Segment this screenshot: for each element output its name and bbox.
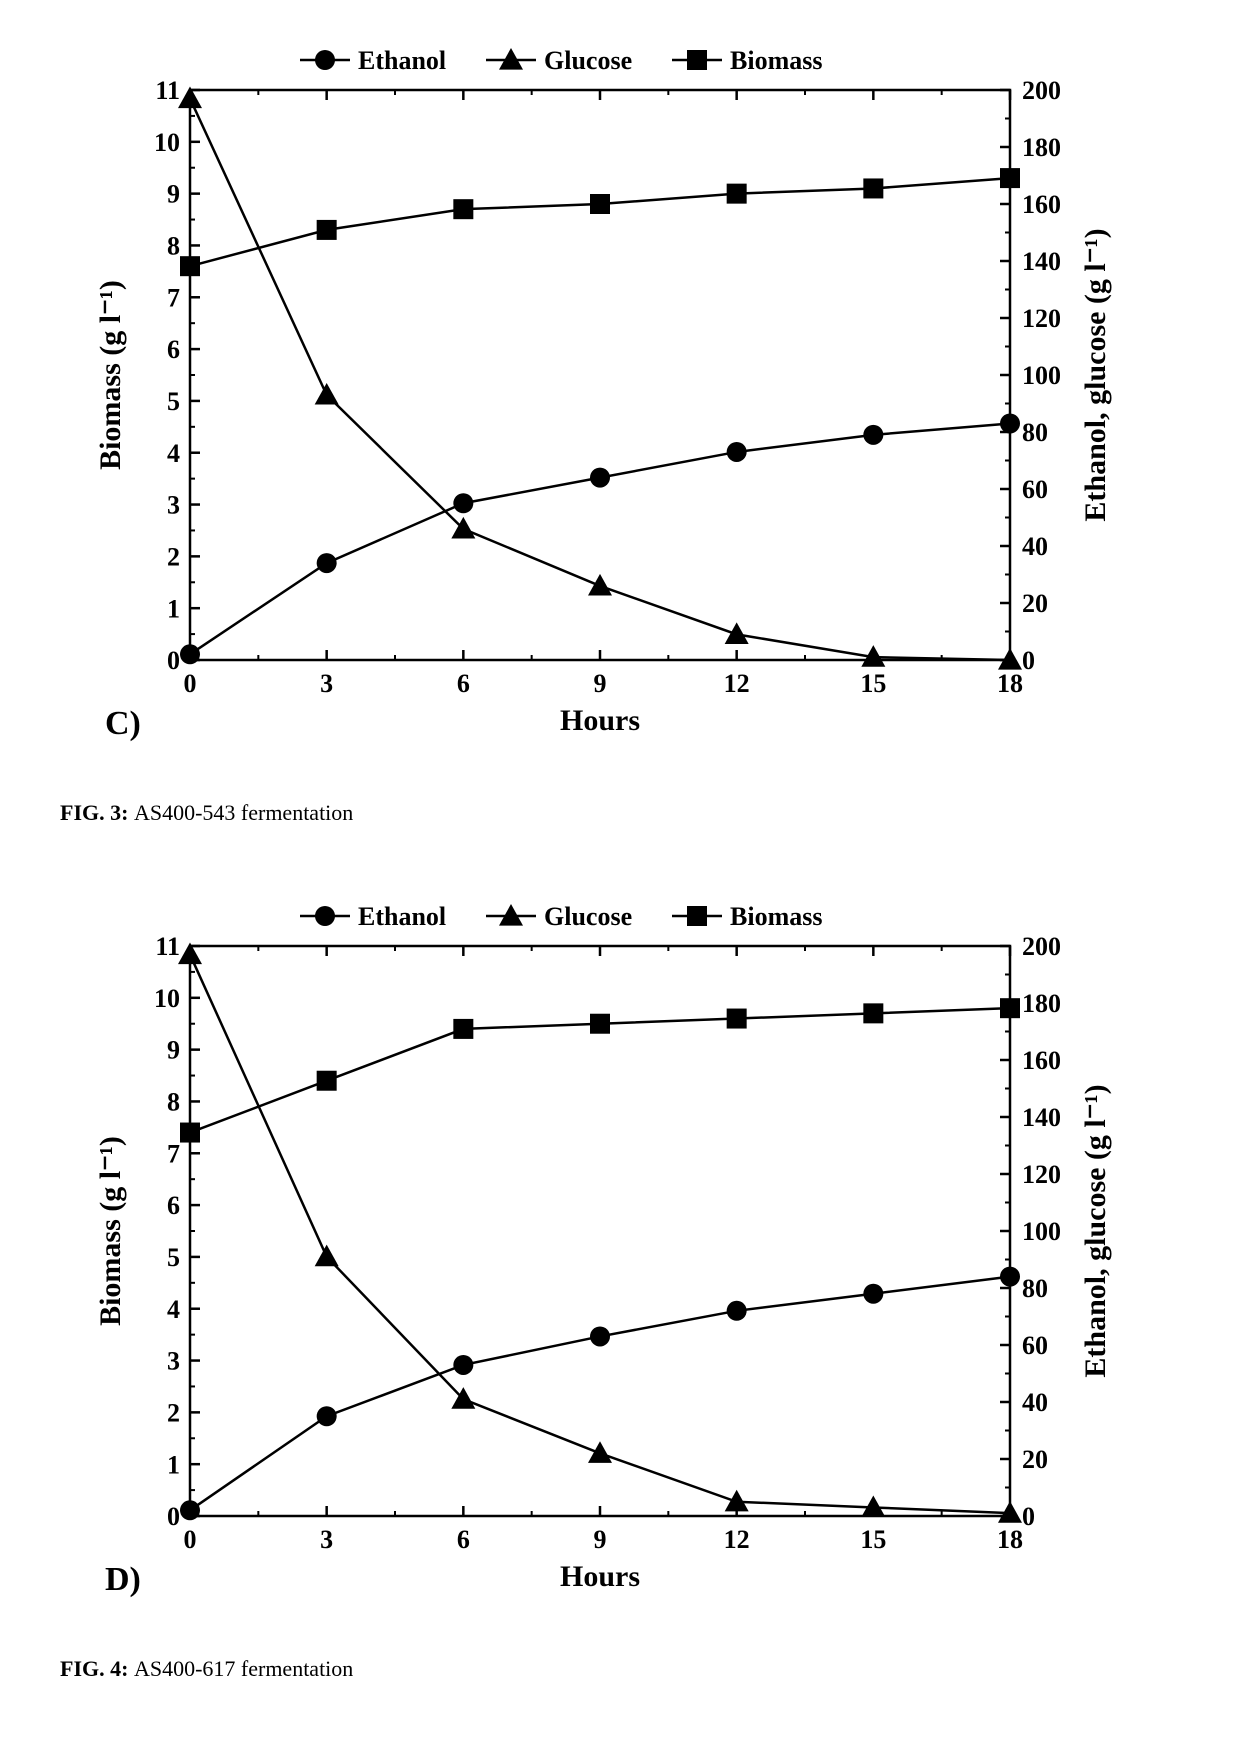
- svg-text:100: 100: [1022, 361, 1061, 390]
- svg-text:4: 4: [167, 1295, 180, 1324]
- svg-text:Glucose: Glucose: [544, 46, 632, 75]
- svg-text:Ethanol, glucose (g l⁻¹): Ethanol, glucose (g l⁻¹): [1079, 1084, 1112, 1377]
- caption-label: FIG. 3:: [60, 800, 134, 825]
- svg-text:0: 0: [184, 1525, 197, 1554]
- svg-text:80: 80: [1022, 418, 1048, 447]
- svg-text:6: 6: [167, 1191, 180, 1220]
- svg-text:40: 40: [1022, 532, 1048, 561]
- svg-text:20: 20: [1022, 1445, 1048, 1474]
- svg-text:6: 6: [457, 1525, 470, 1554]
- svg-text:60: 60: [1022, 1331, 1048, 1360]
- svg-text:18: 18: [997, 1525, 1023, 1554]
- svg-text:180: 180: [1022, 133, 1061, 162]
- svg-text:80: 80: [1022, 1274, 1048, 1303]
- svg-text:3: 3: [167, 491, 180, 520]
- svg-text:2: 2: [167, 542, 180, 571]
- svg-text:4: 4: [167, 439, 180, 468]
- figure-block-0: 0369121518012345678910110204060801001201…: [20, 20, 1240, 826]
- svg-text:11: 11: [155, 932, 180, 961]
- svg-text:40: 40: [1022, 1388, 1048, 1417]
- svg-text:1: 1: [167, 594, 180, 623]
- caption-label: FIG. 4:: [60, 1656, 134, 1681]
- svg-text:Ethanol: Ethanol: [358, 902, 446, 931]
- figure-caption-1: FIG. 4: AS400-617 fermentation: [60, 1656, 1240, 1682]
- svg-text:Biomass (g l⁻¹): Biomass (g l⁻¹): [94, 280, 127, 470]
- svg-text:5: 5: [167, 1243, 180, 1272]
- svg-text:3: 3: [320, 1525, 333, 1554]
- svg-text:11: 11: [155, 76, 180, 105]
- svg-text:Biomass (g l⁻¹): Biomass (g l⁻¹): [94, 1136, 127, 1326]
- svg-text:120: 120: [1022, 304, 1061, 333]
- figure-caption-0: FIG. 3: AS400-543 fermentation: [60, 800, 1240, 826]
- svg-text:20: 20: [1022, 589, 1048, 618]
- figure-block-1: 0369121518012345678910110204060801001201…: [20, 876, 1240, 1682]
- svg-text:12: 12: [724, 669, 750, 698]
- chart-svg-1: 0369121518012345678910110204060801001201…: [20, 876, 1160, 1646]
- svg-text:Ethanol, glucose (g l⁻¹): Ethanol, glucose (g l⁻¹): [1079, 228, 1112, 521]
- svg-text:0: 0: [167, 1502, 180, 1531]
- svg-text:Hours: Hours: [560, 704, 640, 737]
- svg-text:6: 6: [167, 335, 180, 364]
- svg-text:1: 1: [167, 1450, 180, 1479]
- svg-text:120: 120: [1022, 1160, 1061, 1189]
- svg-text:160: 160: [1022, 190, 1061, 219]
- svg-text:10: 10: [154, 128, 180, 157]
- caption-text: AS400-543 fermentation: [134, 800, 353, 825]
- svg-text:8: 8: [167, 1088, 180, 1117]
- svg-text:200: 200: [1022, 932, 1061, 961]
- svg-text:3: 3: [167, 1347, 180, 1376]
- svg-text:9: 9: [594, 669, 607, 698]
- svg-text:180: 180: [1022, 989, 1061, 1018]
- svg-text:Biomass: Biomass: [730, 902, 822, 931]
- svg-text:5: 5: [167, 387, 180, 416]
- svg-text:D): D): [105, 1561, 141, 1598]
- svg-text:2: 2: [167, 1398, 180, 1427]
- svg-text:9: 9: [594, 1525, 607, 1554]
- svg-text:100: 100: [1022, 1217, 1061, 1246]
- svg-text:6: 6: [457, 669, 470, 698]
- svg-text:Ethanol: Ethanol: [358, 46, 446, 75]
- svg-text:10: 10: [154, 984, 180, 1013]
- svg-text:7: 7: [167, 1139, 180, 1168]
- svg-text:18: 18: [997, 669, 1023, 698]
- svg-text:8: 8: [167, 232, 180, 261]
- svg-text:0: 0: [167, 646, 180, 675]
- caption-text: AS400-617 fermentation: [134, 1656, 353, 1681]
- svg-text:7: 7: [167, 283, 180, 312]
- svg-text:15: 15: [860, 1525, 886, 1554]
- svg-text:Biomass: Biomass: [730, 46, 822, 75]
- svg-text:200: 200: [1022, 76, 1061, 105]
- svg-text:9: 9: [167, 180, 180, 209]
- svg-text:12: 12: [724, 1525, 750, 1554]
- svg-text:140: 140: [1022, 247, 1061, 276]
- svg-text:0: 0: [1022, 1502, 1035, 1531]
- svg-text:160: 160: [1022, 1046, 1061, 1075]
- svg-text:0: 0: [1022, 646, 1035, 675]
- svg-text:3: 3: [320, 669, 333, 698]
- svg-text:Hours: Hours: [560, 1560, 640, 1593]
- svg-text:Glucose: Glucose: [544, 902, 632, 931]
- svg-text:15: 15: [860, 669, 886, 698]
- svg-text:140: 140: [1022, 1103, 1061, 1132]
- chart-svg-0: 0369121518012345678910110204060801001201…: [20, 20, 1160, 790]
- svg-text:60: 60: [1022, 475, 1048, 504]
- svg-text:0: 0: [184, 669, 197, 698]
- svg-text:9: 9: [167, 1036, 180, 1065]
- svg-text:C): C): [105, 705, 141, 742]
